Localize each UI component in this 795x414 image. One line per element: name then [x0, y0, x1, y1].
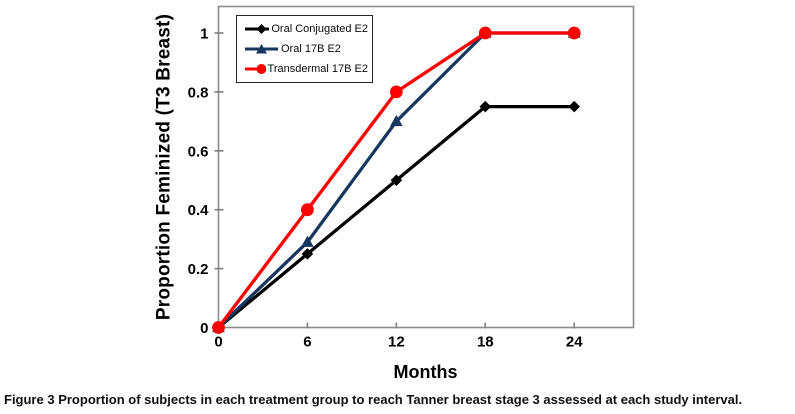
- data-point-circle: [389, 85, 403, 99]
- data-point-diamond: [479, 100, 492, 113]
- data-point-circle: [212, 321, 225, 334]
- data-point-triangle: [390, 114, 403, 127]
- legend-swatch-circle-icon: [245, 64, 266, 74]
- data-point-triangle: [301, 235, 314, 247]
- figure-caption-text: Proportion of subjects in each treatment…: [58, 392, 743, 407]
- y-tick-label: 0: [200, 320, 208, 337]
- data-point-diamond: [568, 100, 581, 113]
- y-axis-title: Proportion Feminized (T3 Breast): [153, 13, 175, 321]
- legend-swatch-diamond-icon: [245, 24, 270, 34]
- x-tick-label: 6: [303, 334, 311, 351]
- legend-item-oral-conjugated-e2: Oral Conjugated E2: [244, 22, 368, 36]
- y-tick-label: 0.6: [188, 143, 209, 160]
- y-tick-label: 0.4: [188, 202, 210, 219]
- x-tick-label: 0: [214, 334, 222, 351]
- data-point-diamond: [301, 248, 314, 260]
- legend-label: Oral 17B E2: [281, 42, 341, 55]
- legend-label: Transdermal 17B E2: [267, 62, 368, 75]
- data-point-circle: [567, 26, 581, 40]
- legend-item-transdermal-17b-e2: Transdermal 17B E2: [244, 62, 368, 76]
- y-tick-label: 1: [200, 26, 208, 43]
- legend-swatch-triangle-icon: [245, 44, 278, 54]
- figure-caption-label: Figure 3: [4, 392, 55, 407]
- x-axis-title: Months: [393, 362, 458, 382]
- legend-item-oral-17b-e2: Oral 17B E2: [244, 42, 368, 56]
- legend-label: Oral Conjugated E2: [271, 22, 368, 35]
- data-point-circle: [478, 26, 492, 40]
- x-tick-label: 18: [477, 334, 494, 351]
- data-point-circle: [301, 203, 314, 217]
- chart-legend: Oral Conjugated E2 Oral 17B E2 Transderm…: [236, 15, 373, 83]
- y-tick-label: 0.8: [188, 84, 209, 101]
- data-point-diamond: [390, 174, 403, 187]
- y-tick-label: 0.2: [188, 261, 209, 278]
- figure-caption: Figure 3 Proportion of subjects in each …: [4, 392, 792, 408]
- x-tick-label: 24: [566, 334, 583, 351]
- x-tick-label: 12: [388, 334, 405, 351]
